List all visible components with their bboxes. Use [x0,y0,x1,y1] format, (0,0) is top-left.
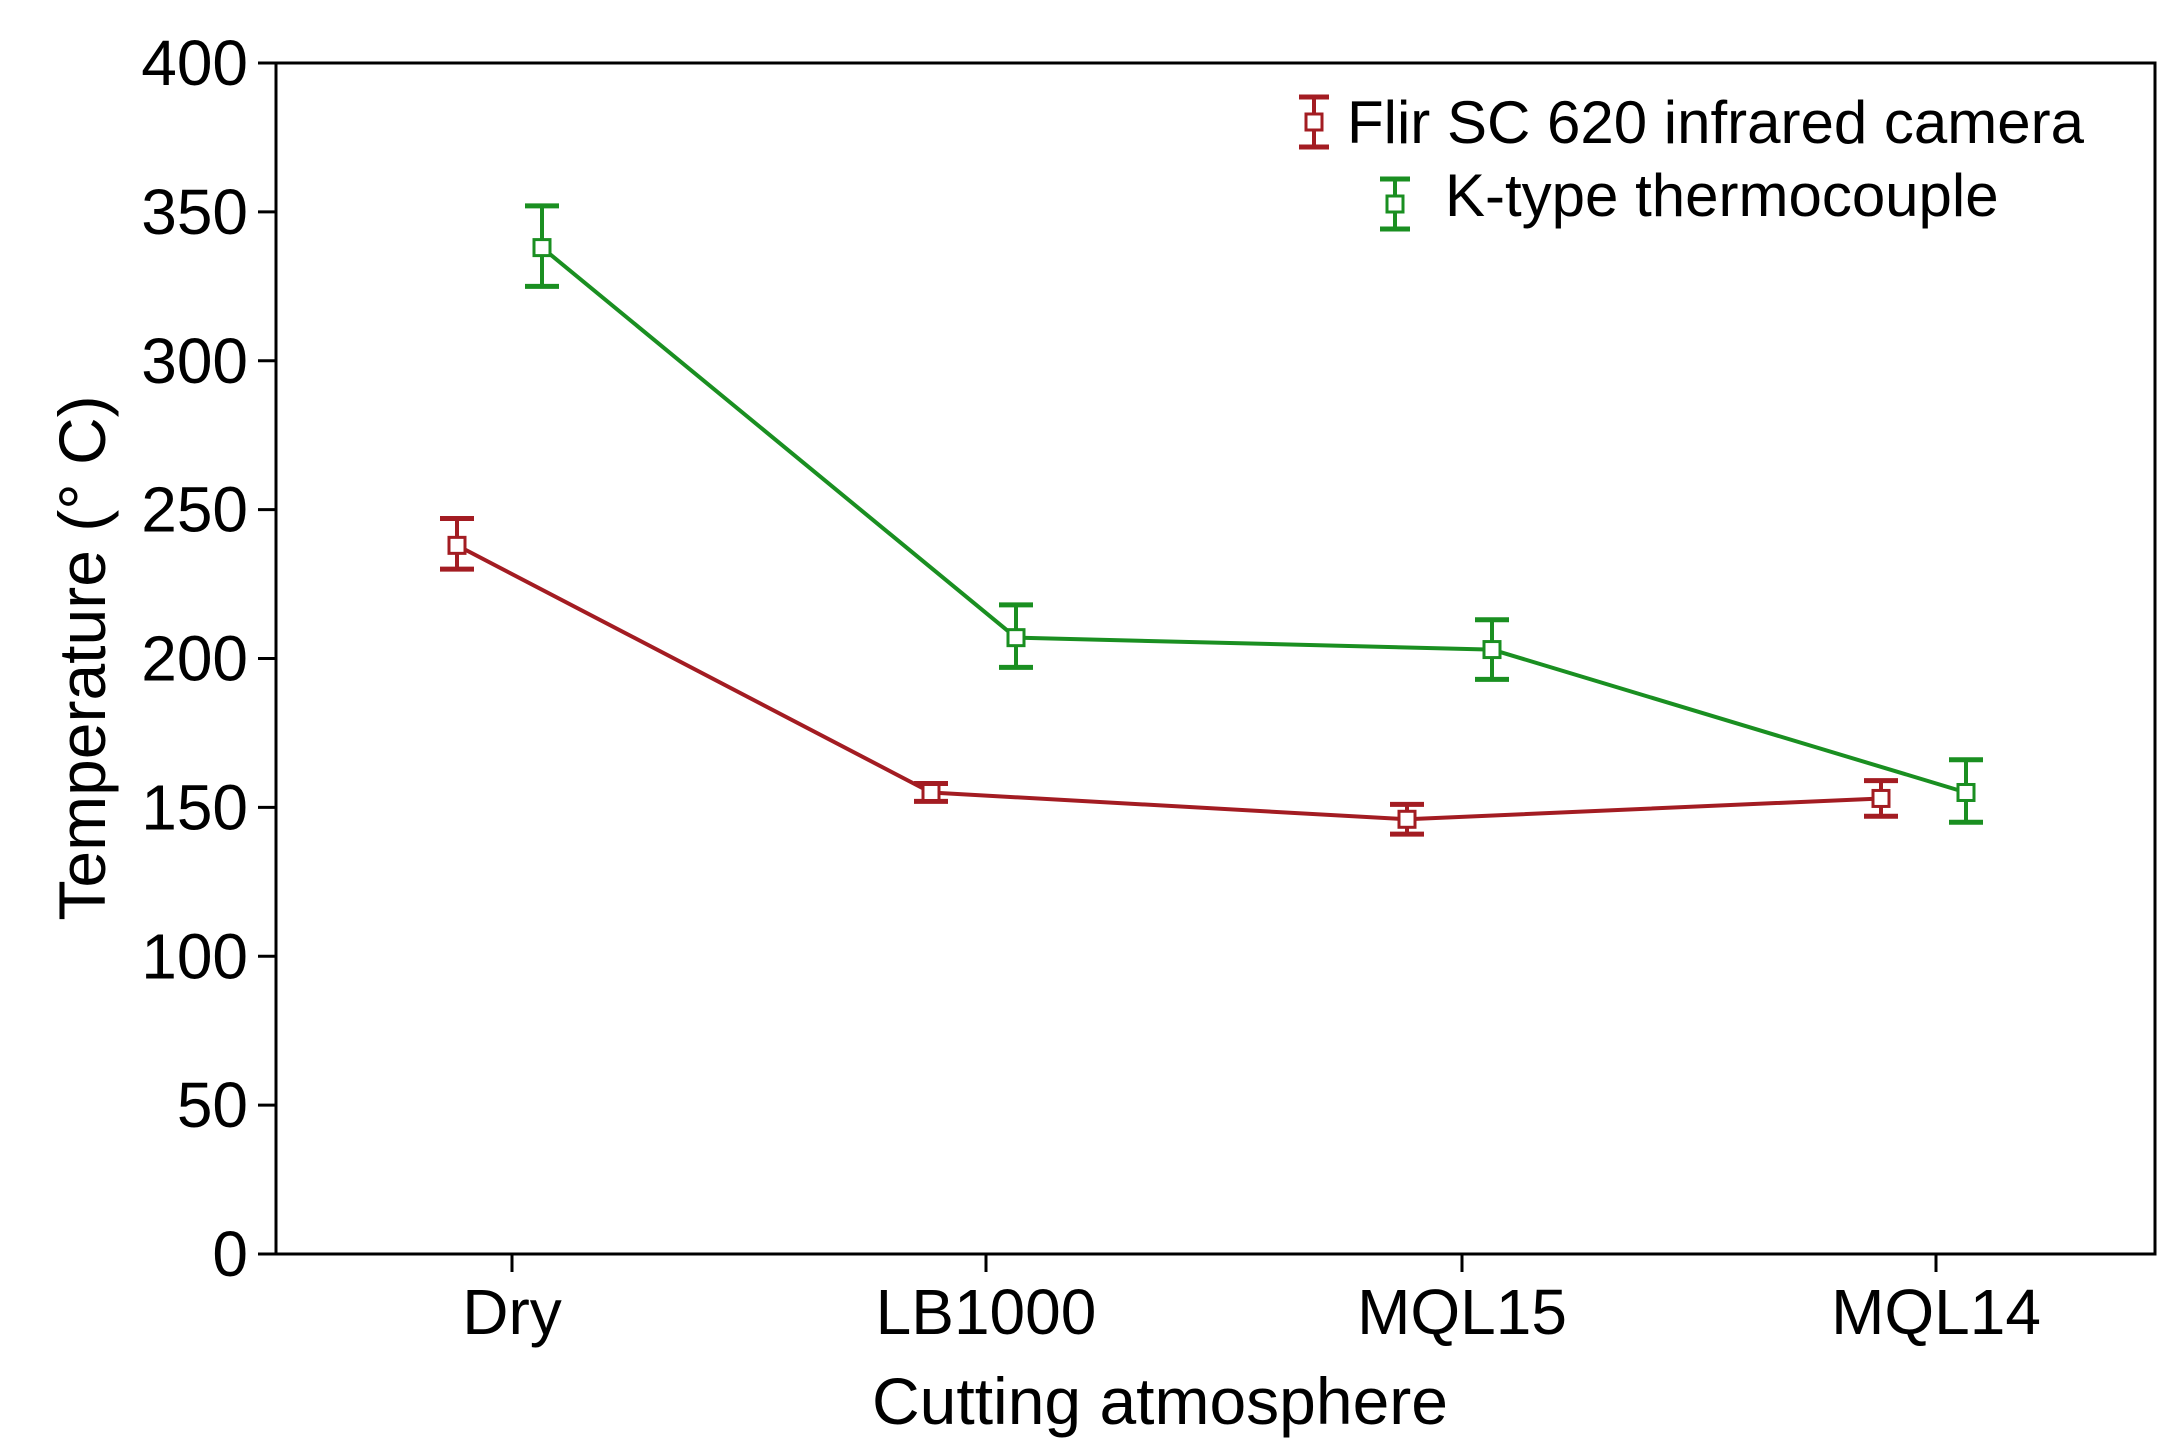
series-line [456,543,1882,822]
data-point [1956,782,1976,802]
x-axis: Dry LB1000 MQL15 MQL14 [462,1254,2041,1348]
data-point [1871,788,1891,808]
data-point [447,535,467,555]
y-tick-label: 400 [141,27,248,99]
legend-item-1: K-type thermocouple [1380,162,1999,232]
x-tick-label: LB1000 [876,1276,1097,1348]
series-1 [525,203,1983,825]
y-tick-label: 250 [141,474,248,546]
y-tick-label: 300 [141,325,248,397]
y-tick-label: 0 [212,1218,248,1290]
legend-label: K-type thermocouple [1445,162,1999,229]
data-point [1482,640,1502,660]
data-point [1397,809,1417,829]
legend-label: Flir SC 620 infrared camera [1347,89,2085,156]
data-point [921,782,941,802]
x-tick-label: MQL14 [1831,1276,2041,1348]
y-tick-label: 150 [141,771,248,843]
series-layer [440,203,1983,837]
legend-marker [1304,112,1324,132]
data-point [1006,628,1026,648]
series-line [540,246,1967,795]
x-tick-label: Dry [462,1276,562,1348]
y-axis-title: Temperature (° C) [45,395,119,920]
legend-symbol [1299,94,1329,150]
legend-item-0: Flir SC 620 infrared camera [1299,89,2085,156]
x-tick-label: MQL15 [1357,1276,1567,1348]
x-axis-title: Cutting atmosphere [872,1364,1448,1438]
y-tick-label: 350 [141,176,248,248]
legend-symbol [1380,176,1410,232]
legend-marker [1385,194,1405,214]
plot-frame [274,61,2157,1256]
y-axis: 0 50 100 150 200 250 300 350 400 [141,27,276,1290]
series-0 [440,516,1898,837]
data-point [532,238,552,258]
y-tick-label: 200 [141,623,248,695]
y-tick-label: 100 [141,920,248,992]
y-tick-label: 50 [177,1069,248,1141]
